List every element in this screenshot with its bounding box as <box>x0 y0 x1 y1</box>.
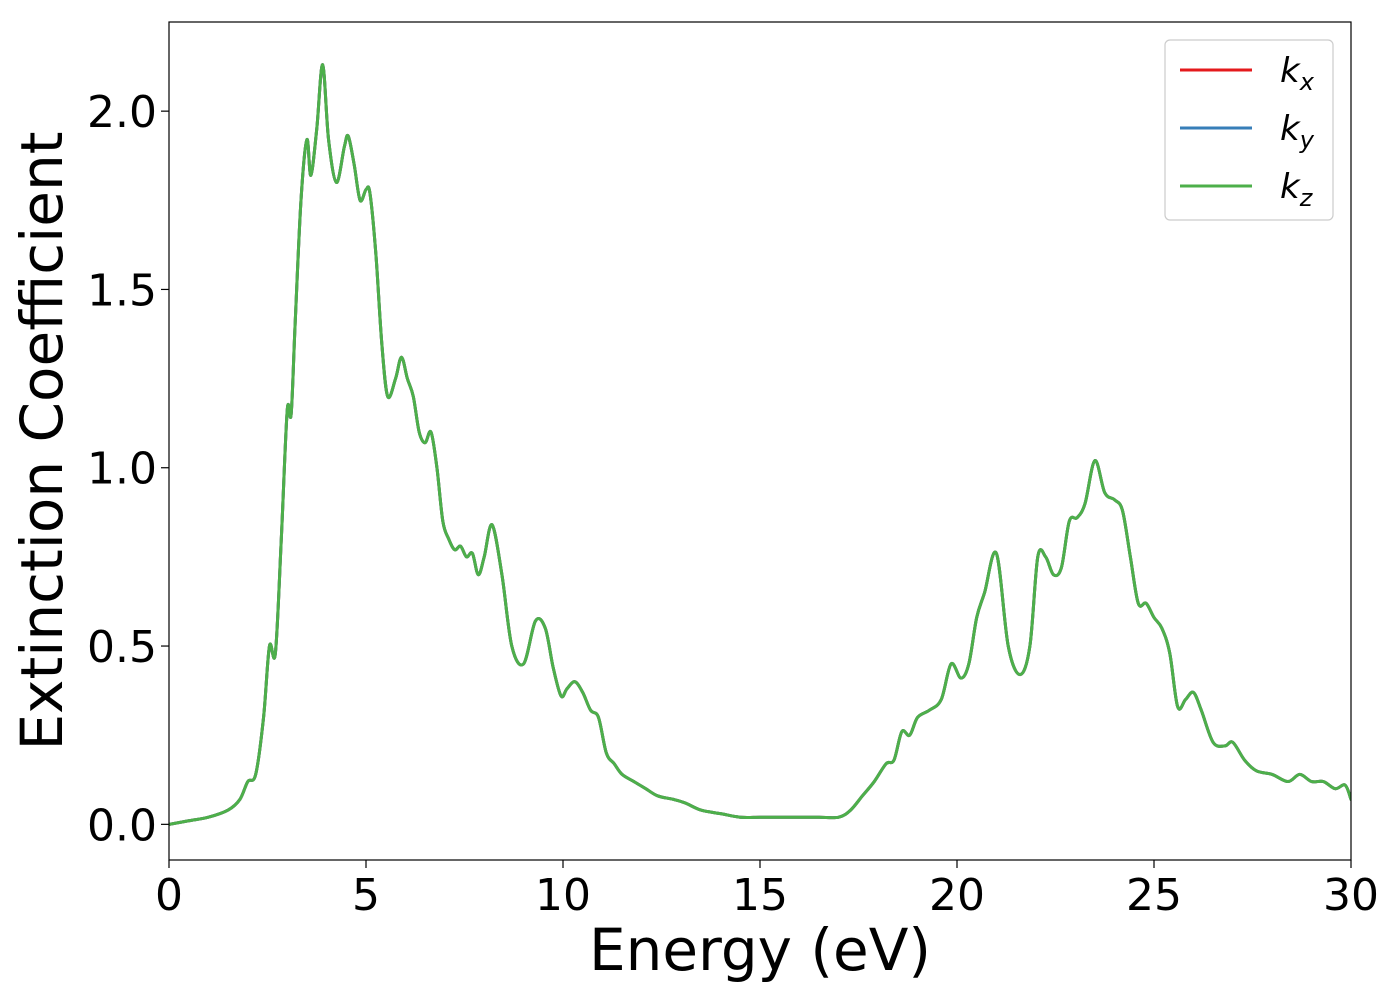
legend-box <box>1164 39 1334 221</box>
legend-label: ky <box>1280 109 1315 154</box>
series-layer <box>169 63 1351 826</box>
legend-label: kz <box>1280 167 1314 212</box>
y-axis: 0.0 0.5 1.0 1.5 2.0 <box>87 87 169 851</box>
y-tick-label: 0.0 <box>87 800 157 851</box>
x-tick-label: 25 <box>1126 870 1182 921</box>
x-tick-label: 10 <box>535 870 591 921</box>
x-tick-label: 0 <box>155 870 183 921</box>
y-tick-label: 1.5 <box>87 265 157 316</box>
legend: kx ky kz <box>1164 39 1334 221</box>
y-tick-label: 1.0 <box>87 444 157 495</box>
x-axis: 0 5 10 15 20 25 30 <box>155 860 1379 921</box>
x-tick-label: 30 <box>1323 870 1379 921</box>
x-axis-label: Energy (eV) <box>589 916 931 984</box>
y-tick-label: 2.0 <box>87 87 157 138</box>
x-tick-label: 20 <box>929 870 985 921</box>
x-tick-label: 5 <box>352 870 380 921</box>
x-tick-label: 15 <box>732 870 788 921</box>
series-line-k-z <box>169 63 1351 826</box>
y-axis-label: Extinction Coefficient <box>8 132 76 751</box>
y-tick-label: 0.5 <box>87 622 157 673</box>
legend-label: kx <box>1280 51 1315 96</box>
